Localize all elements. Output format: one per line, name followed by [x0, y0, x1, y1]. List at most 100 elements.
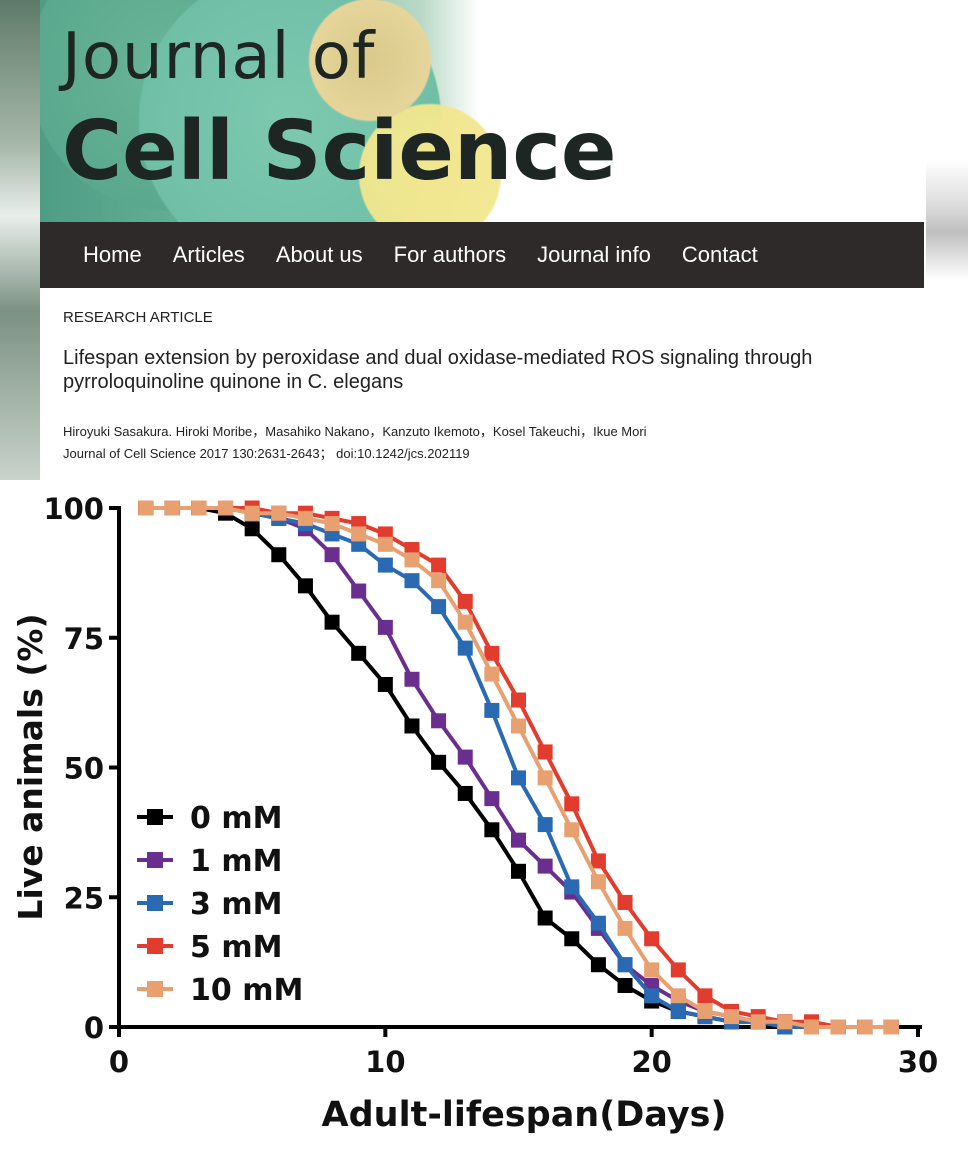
data-point	[617, 894, 633, 910]
data-point	[883, 1019, 899, 1035]
data-point	[377, 619, 393, 635]
data-point	[617, 920, 633, 936]
nav-home[interactable]: Home	[83, 242, 142, 267]
data-point	[697, 988, 713, 1004]
legend-swatch-marker	[147, 895, 163, 911]
data-point	[644, 988, 660, 1004]
nav-journal-info[interactable]: Journal info	[537, 242, 651, 267]
data-point	[457, 593, 473, 609]
legend-label: 1 mM	[190, 844, 282, 879]
data-point	[617, 957, 633, 973]
data-point	[484, 791, 500, 807]
photo-edge-left	[0, 0, 40, 480]
legend-label: 5 mM	[190, 930, 282, 965]
legend-swatch-marker	[147, 809, 163, 825]
y-tick-label: 25	[64, 881, 104, 915]
data-point	[351, 645, 367, 661]
data-point	[670, 962, 686, 978]
y-tick-label: 75	[64, 622, 104, 656]
data-point	[297, 510, 313, 526]
data-point	[244, 505, 260, 521]
data-point	[670, 1003, 686, 1019]
data-point	[164, 500, 180, 516]
nav-for-authors[interactable]: For authors	[393, 242, 507, 267]
data-point	[670, 988, 686, 1004]
data-point	[590, 915, 606, 931]
x-tick-label: 0	[109, 1045, 129, 1079]
data-point	[564, 796, 580, 812]
article-type: RESEARCH ARTICLE	[63, 309, 213, 326]
data-point	[244, 521, 260, 537]
data-point	[564, 931, 580, 947]
data-point	[537, 770, 553, 786]
survival-chart: 0 25 50 75 100 0 10 20 30 Adult-lifespan(Days) Liv…	[11, 492, 938, 1135]
data-point	[431, 713, 447, 729]
data-point	[404, 552, 420, 568]
nav-articles[interactable]: Articles	[172, 242, 245, 267]
data-point	[377, 676, 393, 692]
nav-about-us[interactable]: About us	[275, 242, 363, 267]
data-point	[857, 1019, 873, 1035]
data-point	[564, 822, 580, 838]
article-authors: Hiroyuki Sasakura. Hiroki Moribe，Masahik…	[63, 424, 647, 439]
data-point	[484, 822, 500, 838]
article-title[interactable]: Lifespan extension by peroxidase and dua…	[63, 347, 813, 393]
data-point	[377, 536, 393, 552]
data-point	[431, 573, 447, 589]
data-point	[830, 1019, 846, 1035]
data-point	[644, 931, 660, 947]
data-point	[564, 879, 580, 895]
data-point	[457, 614, 473, 630]
data-point	[324, 516, 340, 532]
data-point	[537, 858, 553, 874]
data-point	[590, 874, 606, 890]
data-point	[644, 962, 660, 978]
legend-label: 3 mM	[190, 887, 282, 922]
data-point	[724, 1009, 740, 1025]
data-point	[777, 1014, 793, 1030]
article-citation: Journal of Cell Science 2017 130:2631-26…	[63, 446, 470, 461]
data-point	[511, 692, 526, 708]
nav-contact[interactable]: Contact	[681, 242, 758, 267]
y-tick-label: 0	[84, 1011, 104, 1045]
data-point	[351, 583, 367, 599]
data-point	[590, 957, 606, 973]
data-point	[484, 702, 500, 718]
x-axis-label: Adult-lifespan(Days)	[322, 1095, 727, 1135]
data-point	[431, 557, 447, 573]
data-point	[404, 718, 420, 734]
journal-banner: Journal of Cell Science	[40, 0, 924, 222]
data-point	[617, 977, 633, 993]
legend-swatch-marker	[147, 981, 163, 997]
data-point	[511, 770, 526, 786]
legend-swatch-marker	[147, 938, 163, 954]
y-tick-label: 100	[43, 492, 104, 526]
y-axis-label: Live animals (%)	[11, 613, 50, 920]
y-tick-label: 50	[64, 752, 104, 786]
data-point	[750, 1014, 766, 1030]
data-point	[351, 526, 367, 542]
data-point	[191, 500, 207, 516]
data-point	[404, 573, 420, 589]
data-point	[297, 578, 313, 594]
data-point	[324, 614, 340, 630]
journal-header: Journal of Cell Science Home Articles Ab…	[0, 0, 968, 480]
data-point	[218, 500, 234, 516]
data-point	[431, 599, 447, 615]
data-point	[511, 863, 526, 879]
data-point	[697, 1003, 713, 1019]
data-point	[511, 718, 526, 734]
data-point	[377, 557, 393, 573]
data-point	[271, 505, 287, 521]
x-tick-label: 10	[365, 1045, 405, 1079]
data-point	[404, 671, 420, 687]
x-tick-label: 30	[898, 1045, 938, 1079]
data-point	[537, 910, 553, 926]
data-point	[803, 1019, 819, 1035]
data-point	[590, 853, 606, 869]
journal-title-line1: Journal of	[62, 20, 376, 94]
legend-swatch-marker	[147, 852, 163, 868]
x-tick-label: 20	[631, 1045, 671, 1079]
photo-edge-right	[926, 160, 968, 280]
data-point	[271, 547, 287, 563]
